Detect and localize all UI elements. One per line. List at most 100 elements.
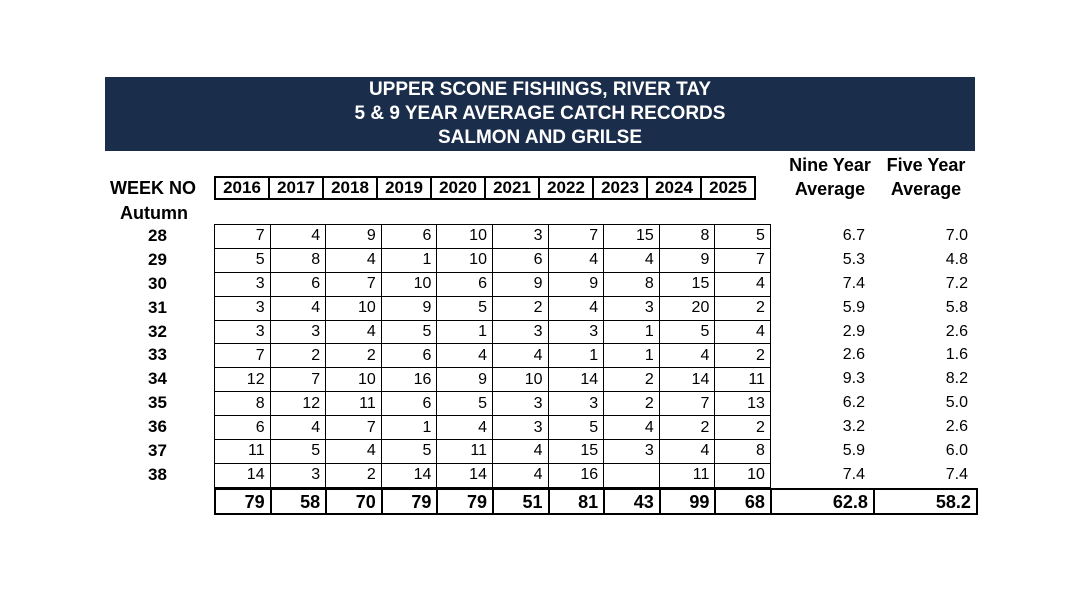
total-cell: 81	[547, 488, 606, 515]
catch-cell: 3	[491, 224, 549, 249]
total-cell: 79	[436, 488, 494, 515]
five-year-average-value: 6.0	[945, 442, 968, 460]
nine-year-average-header: Nine Year Average	[775, 153, 885, 201]
table-row: 14 3 2 14 14 4 16 11 10	[214, 462, 771, 488]
catch-cell: 7	[547, 224, 605, 249]
catch-cell: 7	[214, 343, 271, 369]
catch-cell: 14	[658, 367, 716, 393]
nine-year-average-column: 6.7 5.3 7.4 5.9 2.9 2.6 9.3 6.2 3.2 5.9 7.4	[770, 224, 865, 487]
catch-cell: 14	[547, 367, 605, 393]
catch-cell: 4	[269, 415, 327, 441]
nine-year-average-value: 5.9	[842, 298, 865, 316]
week-number: 38	[148, 464, 167, 484]
catch-cell: 1	[436, 319, 493, 345]
catch-cell: 11	[436, 439, 493, 464]
catch-cell: 10	[325, 295, 382, 321]
catch-cell: 6	[380, 343, 438, 369]
year-header-cell: 2025	[700, 176, 756, 200]
catch-cell: 5	[547, 415, 605, 441]
catch-data-table: 7 4 9 6 10 3 7 15 8 5 5 8 4 1 10 6 4 4 9 7 3 6 7 10 6 9 9 8 15 4 3 4 10 9…	[214, 224, 771, 488]
week-number: 36	[148, 417, 167, 437]
catch-cell: 4	[491, 343, 549, 369]
catch-cell: 10	[714, 462, 771, 488]
catch-cell: 6	[269, 271, 327, 297]
catch-cell: 2	[603, 391, 660, 417]
catch-cell: 12	[269, 391, 327, 417]
catch-cell: 9	[380, 295, 438, 321]
catch-cell: 3	[491, 391, 549, 417]
catch-cell: 7	[214, 224, 271, 249]
table-row: 7 4 9 6 10 3 7 15 8 5	[214, 224, 771, 249]
title-line-2: 5 & 9 YEAR AVERAGE CATCH RECORDS	[354, 103, 726, 124]
five-year-average-value: 7.2	[945, 274, 968, 292]
five-year-average-value: 4.8	[945, 250, 968, 268]
catch-cell: 1	[547, 343, 605, 369]
five-year-average-total: 58.2	[872, 488, 978, 515]
catch-cell: 7	[714, 247, 771, 273]
table-row: 12 7 10 16 9 10 14 2 14 11	[214, 367, 771, 393]
year-header-row: 2016 2017 2018 2019 2020 2021 2022 2023 2024 2025	[214, 176, 756, 200]
catch-cell: 8	[714, 439, 771, 464]
week-number: 34	[148, 369, 167, 389]
week-number: 35	[148, 393, 167, 413]
nine-year-average-value: 2.9	[842, 322, 865, 340]
catch-cell: 11	[325, 391, 382, 417]
catch-cell: 2	[714, 415, 771, 441]
total-cell: 68	[714, 488, 772, 515]
catch-cell: 4	[658, 439, 716, 464]
year-header-cell: 2016	[214, 176, 270, 200]
week-no-label: WEEK NO	[110, 178, 197, 198]
catch-cell	[603, 462, 660, 488]
nine-year-average-value: 6.7	[842, 227, 865, 244]
catch-cell: 3	[491, 319, 549, 345]
year-header-cell: 2018	[322, 176, 378, 200]
total-cell: 51	[491, 488, 550, 515]
catch-cell: 9	[658, 247, 716, 273]
five-year-average-value: 7.0	[945, 227, 968, 244]
catch-cell: 1	[380, 247, 438, 273]
catch-cell: 13	[714, 391, 771, 417]
catch-cell: 14	[436, 462, 493, 488]
nine-year-average-value: 7.4	[842, 274, 865, 292]
catch-cell: 1	[603, 343, 660, 369]
catch-cell: 3	[214, 295, 271, 321]
catch-cell: 11	[214, 439, 271, 464]
catch-cell: 3	[269, 319, 327, 345]
catch-cell: 9	[491, 271, 549, 297]
catch-cell: 10	[380, 271, 438, 297]
week-number: 32	[148, 321, 167, 341]
totals-row: 79 58 70 79 79 51 81 43 99 68 62.8 58.2	[214, 488, 978, 515]
catch-cell: 9	[547, 271, 605, 297]
catch-cell: 9	[436, 367, 493, 393]
nine-year-average-value: 5.3	[842, 250, 865, 268]
total-cell: 79	[380, 488, 439, 515]
catch-cell: 4	[436, 415, 493, 441]
catch-cell: 2	[714, 295, 771, 321]
catch-cell: 3	[269, 462, 327, 488]
nine-year-average-value: 2.6	[842, 346, 865, 364]
catch-cell: 4	[547, 295, 605, 321]
title-line-3: SALMON AND GRILSE	[437, 127, 643, 148]
five-year-average-value: 1.6	[945, 346, 968, 364]
catch-cell: 2	[269, 343, 327, 369]
year-header-cell: 2019	[376, 176, 432, 200]
catch-cell: 10	[436, 247, 493, 273]
catch-cell: 4	[714, 319, 771, 345]
catch-cell: 5	[214, 247, 271, 273]
five-year-average-value: 5.0	[945, 394, 968, 412]
week-number-column: 28 29 30 31 32 33 34 35 36 37 38	[120, 224, 195, 487]
catch-cell: 4	[269, 224, 327, 249]
catch-cell: 12	[214, 367, 271, 393]
catch-cell: 16	[380, 367, 438, 393]
nine-year-average-value: 5.9	[842, 442, 865, 460]
total-cell: 70	[325, 488, 383, 515]
catch-cell: 4	[325, 247, 382, 273]
catch-cell: 3	[214, 271, 271, 297]
year-header-cell: 2017	[268, 176, 324, 200]
catch-cell: 4	[658, 343, 716, 369]
five-year-average-value: 5.8	[945, 298, 968, 316]
week-number: 31	[148, 297, 167, 317]
table-row: 5 8 4 1 10 6 4 4 9 7	[214, 247, 771, 273]
